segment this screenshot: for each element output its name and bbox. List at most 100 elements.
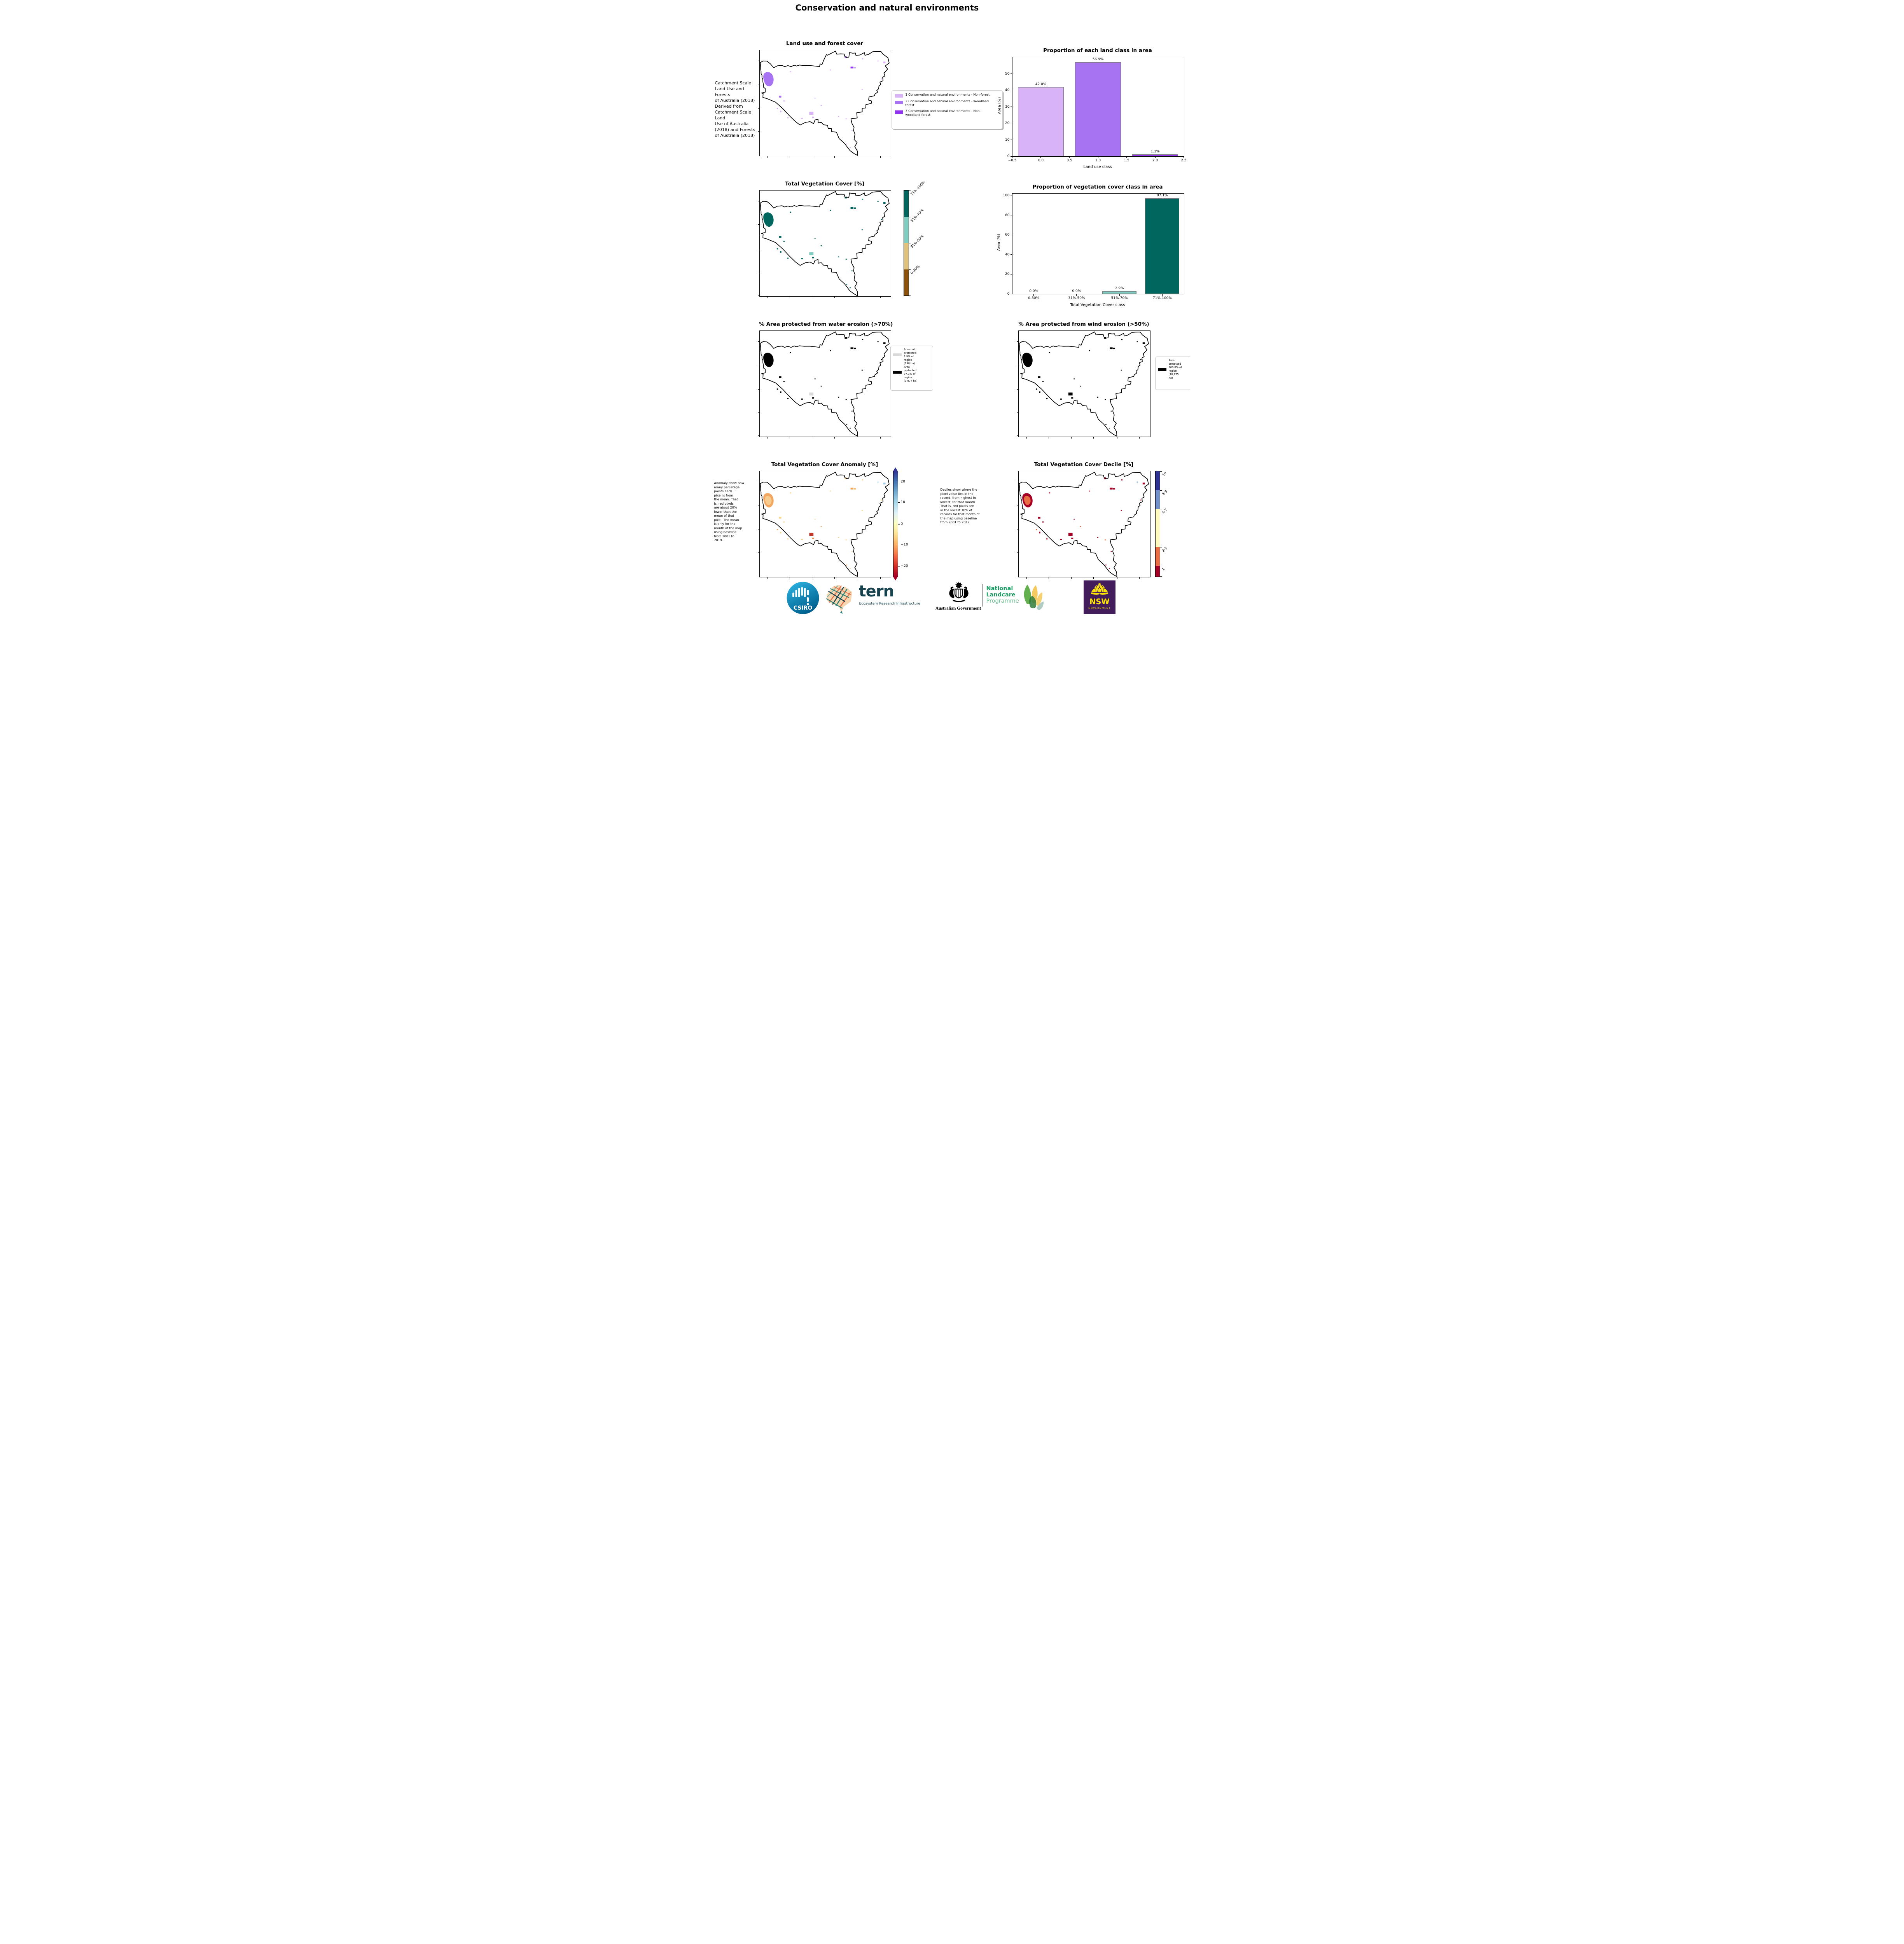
map-decile <box>1016 471 1150 579</box>
axis-tick <box>1139 437 1140 439</box>
tern-wordmark: tern <box>858 582 894 600</box>
xtick-label: 0.5 <box>1067 159 1072 163</box>
chart-title-land-class: Proportion of each land class in area <box>1043 47 1152 54</box>
legend-swatch-nonforest <box>895 94 903 98</box>
legend-swatch-protected <box>1157 368 1166 371</box>
map-anomaly <box>757 471 891 579</box>
bar-value-label: 1.1% <box>1150 150 1160 154</box>
axis-tick <box>757 224 760 225</box>
bar-71%-100% <box>1145 198 1180 294</box>
bar-value-label: 0.0% <box>1029 289 1039 293</box>
chart2-ylabel: Area (%) <box>996 234 1001 251</box>
axis-tick <box>834 296 835 298</box>
legend-swatch-nonwoodland <box>895 110 903 114</box>
map-title-veg-cover: Total Vegetation Cover [%] <box>785 181 864 187</box>
wind-erosion-legend: Area protected 100.0% of region (10,275 … <box>1155 357 1190 390</box>
landcare-line3: Programme <box>986 598 1019 604</box>
ytick-label: 0 <box>1007 292 1010 296</box>
anomaly-note: Anomaly show how many percetage points e… <box>714 481 744 542</box>
xtick-label: 51%-70% <box>1111 296 1128 300</box>
colorbar-segment <box>1155 471 1160 490</box>
axis-tick <box>1016 389 1019 390</box>
colorbar-label: 8-9 <box>1161 489 1168 496</box>
land-use-map-canvas <box>760 50 891 156</box>
landcare-line2: Landcare <box>986 592 1016 598</box>
xtick-label: −0.5 <box>1008 159 1017 163</box>
axis-tick <box>834 156 835 158</box>
ytick-label: 10 <box>1005 138 1010 142</box>
chart1-xlabel: Land use class <box>1083 165 1112 169</box>
bar-value-label: 42.0% <box>1035 82 1047 86</box>
axis-tick <box>1026 437 1027 439</box>
axis-tick <box>757 108 760 109</box>
colorbar-segment <box>1155 547 1160 566</box>
veg-cover-map-canvas <box>760 191 891 296</box>
map-title-water-erosion: % Area protected from water erosion (>70… <box>759 321 893 327</box>
colorbar-label: 10 <box>900 500 905 505</box>
colorbar-label: −20 <box>900 564 908 568</box>
legend-item: 1 Conservation and natural environments … <box>895 93 999 98</box>
axis-tick <box>1016 552 1019 553</box>
colorbar-label: 10 <box>1161 471 1168 477</box>
ytick-label: 20 <box>1005 272 1010 276</box>
axis-tick <box>880 437 881 439</box>
map-title-land-use: Land use and forest cover <box>786 40 864 47</box>
colorbar-label: 71%-100% <box>909 180 926 197</box>
map-veg-cover <box>757 190 891 298</box>
water-erosion-legend: Area not protected 2.9% of region (298 h… <box>890 346 933 391</box>
xtick-label: 71%-100% <box>1152 296 1172 300</box>
veg-cover-colorbar: 71%-100% 51%-70% 31%-50% 0-30% <box>903 180 926 296</box>
figure-page: Conservation and natural environments La… <box>714 0 1190 621</box>
australian-government-crest-icon <box>944 581 973 605</box>
axis-tick <box>1155 156 1156 158</box>
axis-tick <box>757 552 760 553</box>
axis-tick <box>1016 341 1019 342</box>
colorbar-label: 2-3 <box>1161 546 1168 553</box>
axis-tick <box>1069 156 1070 158</box>
axis-tick <box>880 296 881 298</box>
axis-tick <box>757 389 760 390</box>
colorbar-down-arrow-icon <box>893 577 898 580</box>
land-use-legend: 1 Conservation and natural environments … <box>891 90 1003 129</box>
ytick-label: 40 <box>1005 252 1010 257</box>
axis-tick <box>1093 577 1094 579</box>
colorbar-segment <box>1155 490 1160 509</box>
xtick-label: 2.0 <box>1152 159 1158 163</box>
map-water-erosion <box>757 330 891 439</box>
svg-text:CSIRO: CSIRO <box>793 605 812 611</box>
landcare-leaves-icon <box>1020 582 1046 614</box>
tern-logo-icon <box>822 582 857 614</box>
anomaly-colorbar: 20 10 0 −10 −20 <box>893 467 908 580</box>
nsw-government-logo: NSW GOVERNMENT <box>1083 580 1115 614</box>
axis-tick <box>1139 577 1140 579</box>
axis-tick <box>1126 156 1127 158</box>
legend-item: Area not protected 2.9% of region (298 h… <box>893 348 930 365</box>
bar-value-label: 0.0% <box>1072 289 1081 293</box>
map-title-wind-erosion: % Area protected from wind erosion (>50%… <box>1018 321 1149 327</box>
legend-item: Area protected 97.1% of region (9,977 ha… <box>893 365 930 383</box>
xtick-label: 31%-50% <box>1068 296 1085 300</box>
colorbar-segment <box>1155 509 1160 547</box>
legend-swatch-protected <box>893 371 902 374</box>
xtick-label: 0.0 <box>1038 159 1044 163</box>
axis-tick <box>1033 294 1034 296</box>
axis-tick <box>757 341 760 342</box>
bar-0 <box>1018 87 1064 156</box>
anomaly-map-canvas <box>760 471 891 577</box>
colorbar-label: 0-30% <box>909 264 921 276</box>
axis-tick <box>757 131 760 132</box>
map-title-anomaly: Total Vegetation Cover Anomaly [%] <box>771 462 878 468</box>
colorbar-label: −10 <box>900 543 908 547</box>
decile-map-canvas <box>1019 471 1150 577</box>
legend-label: Area protected 97.1% of region (9,977 ha… <box>904 365 918 383</box>
axis-tick <box>1010 73 1012 74</box>
axis-tick <box>1071 437 1072 439</box>
land-use-note: Catchment Scale Land Use and Forests of … <box>715 80 755 138</box>
colorbar-segment <box>904 191 909 217</box>
chart2-xlabel: Total Vegetation Cover class <box>1070 303 1125 307</box>
bar-value-label: 2.9% <box>1115 286 1124 290</box>
colorbar-segment <box>904 269 909 295</box>
legend-label: 3 Conservation and natural environments … <box>905 109 981 117</box>
chart-land-class: 0 10 20 30 40 50 −0.5 0.0 0.5 1.0 1.5 2.0 2.5 42.0% 56… <box>1005 57 1187 163</box>
axis-tick <box>1016 435 1019 436</box>
